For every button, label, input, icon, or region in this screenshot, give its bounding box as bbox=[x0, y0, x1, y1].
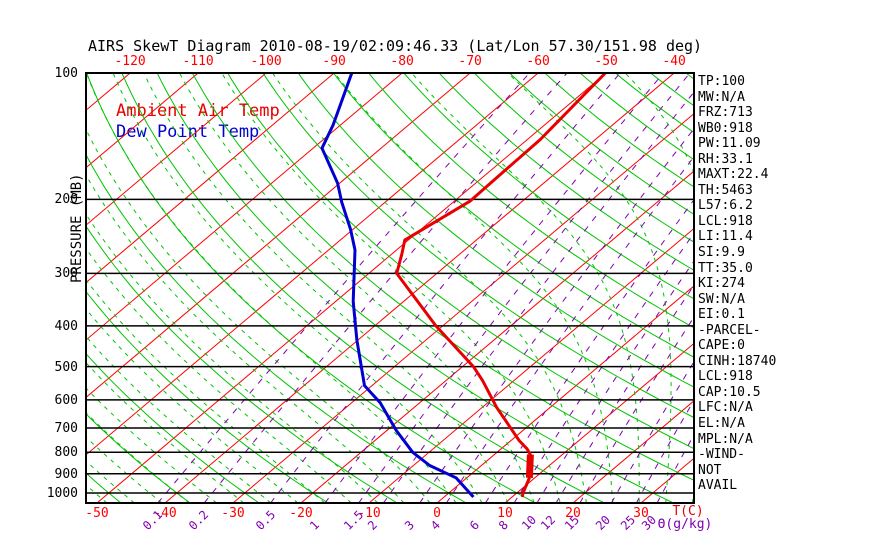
bottom-temp-tick-label: 30 bbox=[633, 506, 649, 521]
pressure-tick-label: 200 bbox=[54, 192, 78, 208]
stat-line: CINH:18740 bbox=[698, 353, 777, 369]
stat-line: MW:N/A bbox=[698, 89, 745, 105]
bottom-temp-tick-label: 20 bbox=[565, 506, 581, 521]
bottom-temp-tick-label: -40 bbox=[153, 506, 177, 521]
pressure-tick-label: 400 bbox=[54, 318, 78, 334]
stat-line: KI:274 bbox=[698, 276, 745, 292]
stat-line: LFC:N/A bbox=[698, 400, 753, 416]
stat-line: TT:35.0 bbox=[698, 260, 753, 276]
legend-dew-point-temp: Dew Point Temp bbox=[116, 122, 260, 142]
stat-line: CAP:10.5 bbox=[698, 384, 761, 400]
bottom-temp-tick-label: -30 bbox=[221, 506, 245, 521]
bottom-temp-tick-label: 0 bbox=[433, 506, 441, 521]
stat-line: -PARCEL- bbox=[698, 322, 761, 338]
bottom-temp-tick-label: -20 bbox=[289, 506, 313, 521]
stat-line: WB0:918 bbox=[698, 120, 753, 136]
stat-line: SI:9.9 bbox=[698, 245, 745, 261]
stat-line: PW:11.09 bbox=[698, 136, 761, 152]
stat-line: RH:33.1 bbox=[698, 151, 753, 167]
pressure-tick-label: 900 bbox=[54, 466, 78, 482]
pressure-tick-label: 800 bbox=[54, 445, 78, 461]
stat-line: CAPE:0 bbox=[698, 338, 745, 354]
stat-line: L57:6.2 bbox=[698, 198, 753, 214]
top-temp-tick-label: -60 bbox=[526, 54, 550, 69]
stat-line: TH:5463 bbox=[698, 182, 753, 198]
stat-line: -WIND- bbox=[698, 447, 745, 463]
pressure-tick-label: 600 bbox=[54, 392, 78, 408]
stat-line: LI:11.4 bbox=[698, 229, 753, 245]
stat-line: EL:N/A bbox=[698, 416, 745, 432]
pressure-tick-label: 100 bbox=[54, 66, 78, 81]
bottom-temp-tick-label: -50 bbox=[85, 506, 109, 521]
stat-line: LCL:918 bbox=[698, 213, 753, 229]
stat-line: EI:0.1 bbox=[698, 307, 745, 323]
stat-line: FRZ:713 bbox=[698, 105, 753, 121]
chart-title: AIRS SkewT Diagram 2010-08-19/02:09:46.3… bbox=[88, 37, 703, 55]
pressure-tick-label: 500 bbox=[54, 359, 78, 375]
stat-line: LCL:918 bbox=[698, 369, 753, 385]
pressure-tick-label: 300 bbox=[54, 266, 78, 282]
stat-line: NOT bbox=[698, 462, 722, 478]
top-temp-tick-label: -50 bbox=[594, 54, 618, 69]
stat-line: MAXT:22.4 bbox=[698, 167, 769, 183]
temp-axis-unit-label: T(C) bbox=[672, 504, 704, 519]
top-temp-tick-label: -90 bbox=[322, 54, 346, 69]
stat-line: MPL:N/A bbox=[698, 431, 753, 447]
stat-line: TP:100 bbox=[698, 74, 745, 89]
mixing-ratio-axis-unit-label: Θ(g/kg) bbox=[657, 517, 713, 532]
top-temp-tick-label: -70 bbox=[458, 54, 482, 69]
top-temp-tick-label: -40 bbox=[662, 54, 686, 69]
pressure-tick-label: 1000 bbox=[46, 486, 78, 501]
bottom-temp-tick-label: 10 bbox=[497, 506, 513, 521]
top-temp-tick-label: -110 bbox=[182, 54, 214, 69]
stats-panel: TP:100 MW:N/A FRZ:713 WB0:918 PW:11.09 RH:33.… bbox=[698, 74, 776, 494]
stat-line: SW:N/A bbox=[698, 291, 745, 307]
bottom-temp-tick-label: -10 bbox=[357, 506, 381, 521]
top-temp-tick-label: -120 bbox=[114, 54, 146, 69]
pressure-tick-label: 700 bbox=[54, 420, 78, 436]
top-temp-tick-label: -80 bbox=[390, 54, 414, 69]
top-temp-tick-label: -100 bbox=[250, 54, 282, 69]
stat-line: AVAIL bbox=[698, 478, 738, 494]
